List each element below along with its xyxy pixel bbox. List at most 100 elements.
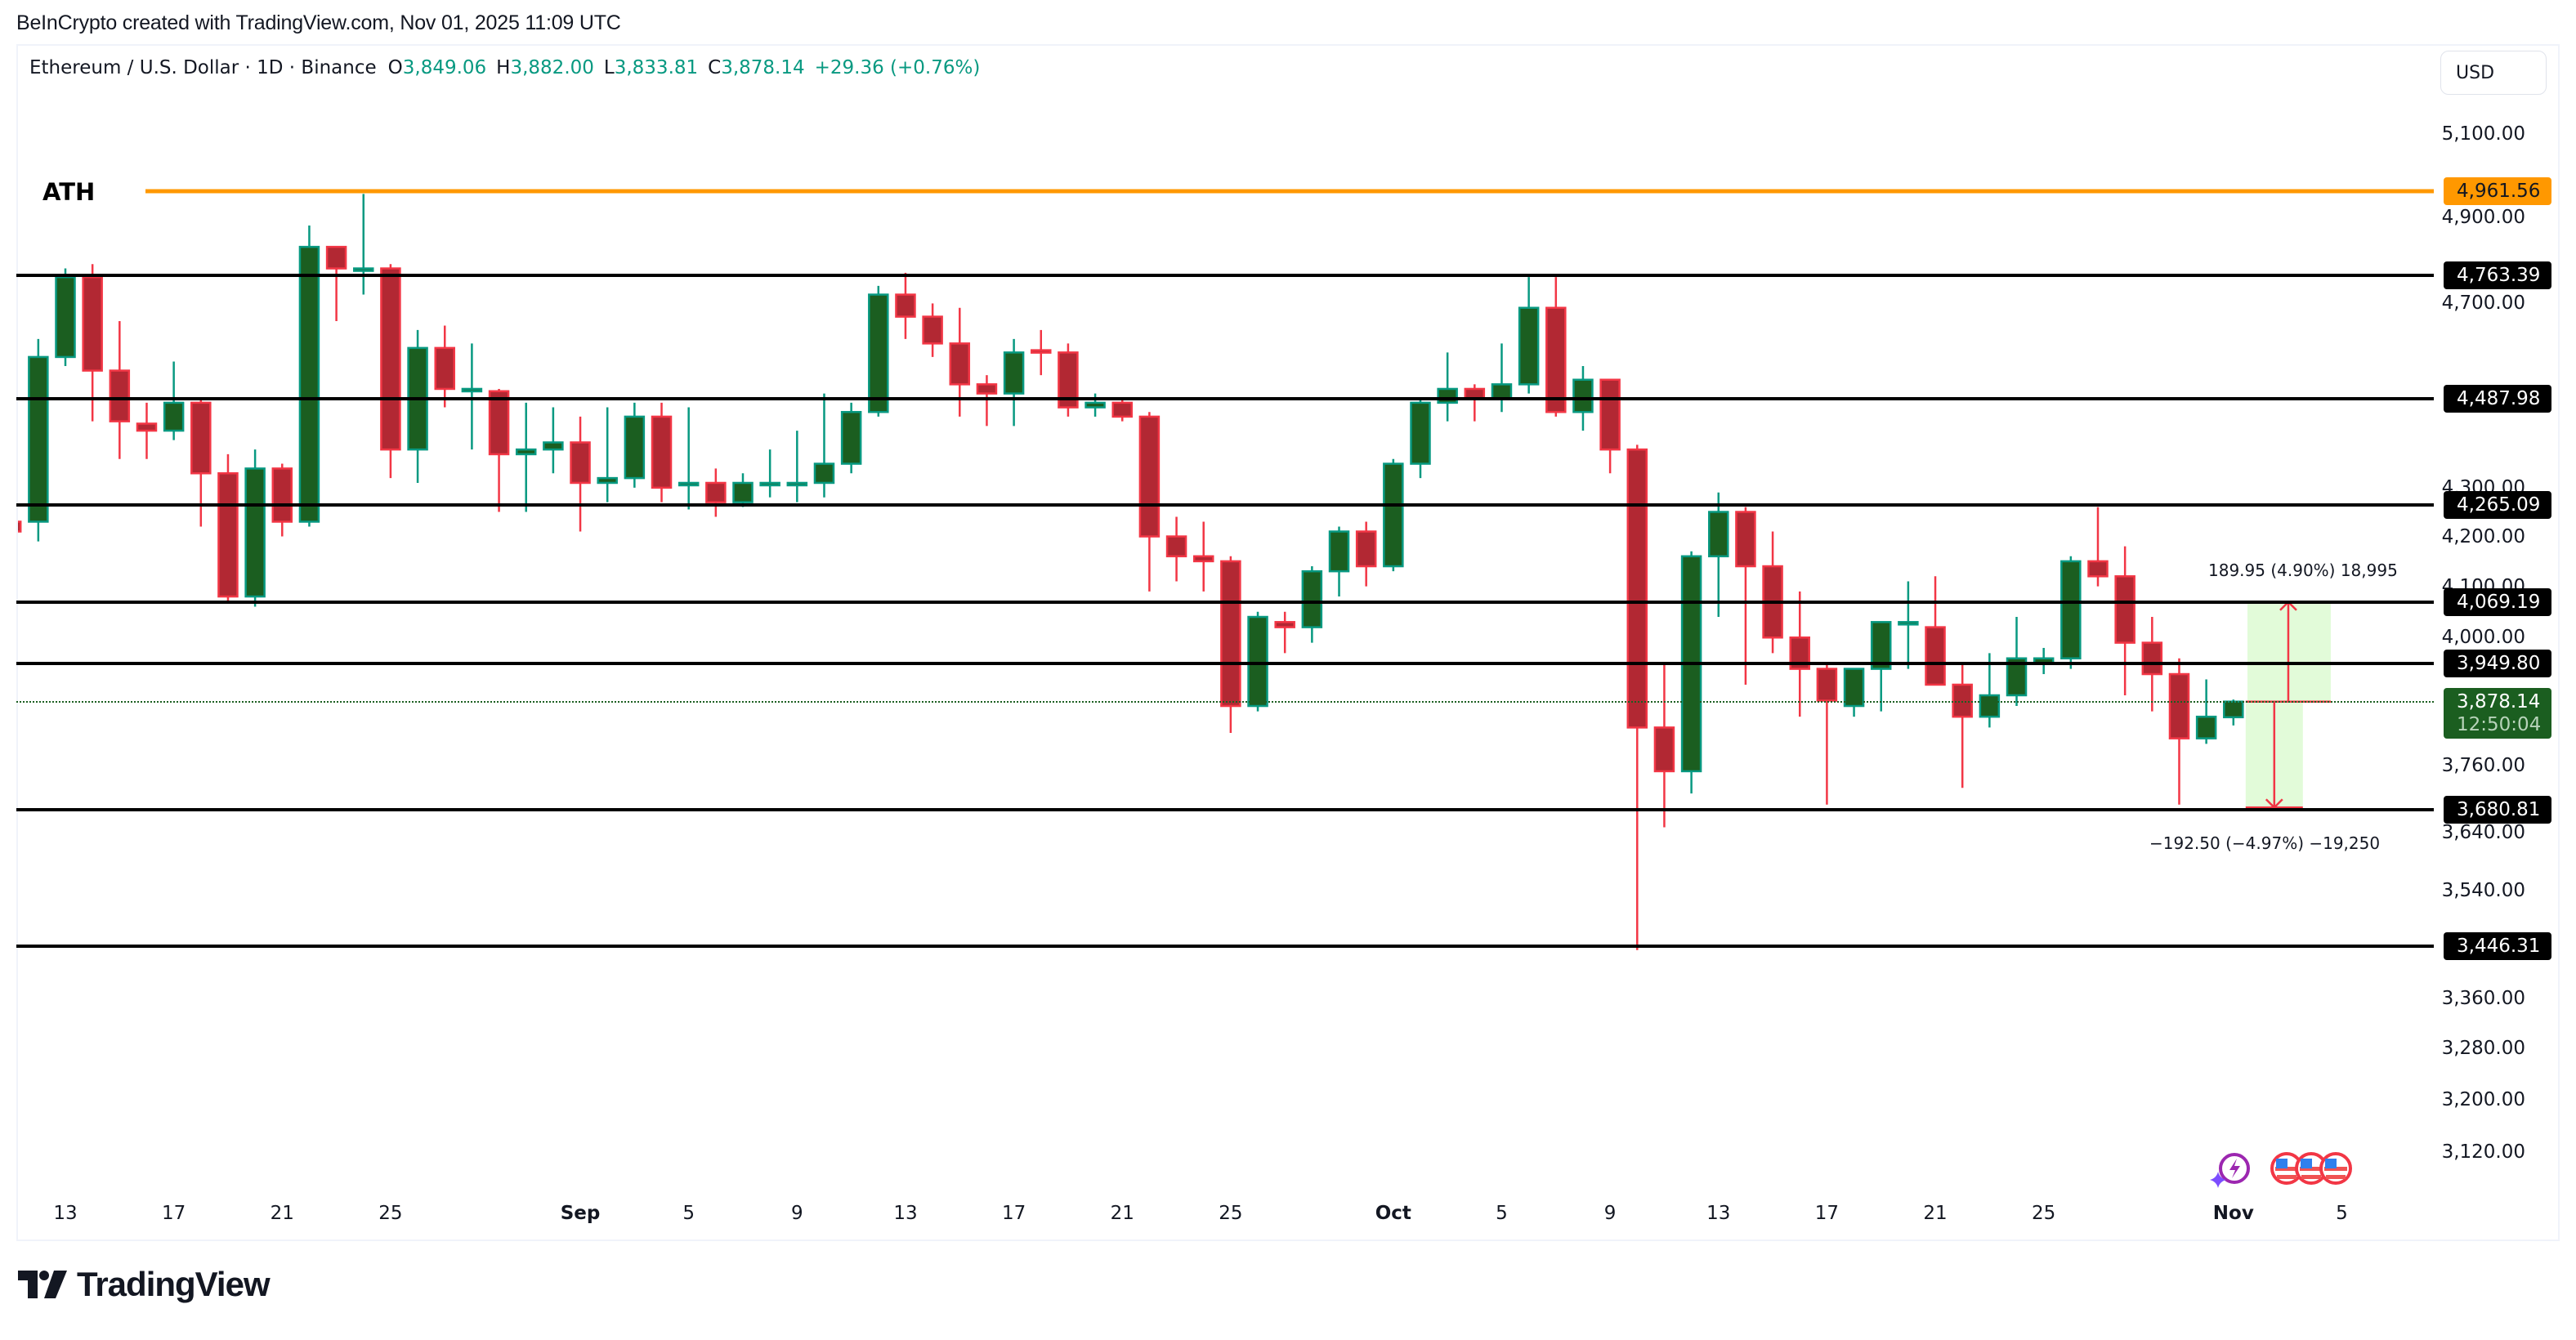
time-tick: 13 bbox=[53, 1203, 78, 1224]
candle[interactable] bbox=[1952, 663, 1973, 788]
candle[interactable] bbox=[1274, 611, 1295, 654]
candle[interactable] bbox=[1192, 521, 1214, 592]
candle[interactable] bbox=[2168, 658, 2190, 805]
currency-button[interactable]: USD bbox=[2440, 51, 2547, 95]
candle[interactable] bbox=[786, 431, 808, 502]
candle[interactable] bbox=[1355, 521, 1377, 587]
candle[interactable] bbox=[895, 272, 916, 339]
candle[interactable] bbox=[624, 402, 646, 488]
candle[interactable] bbox=[1518, 277, 1540, 394]
candle[interactable] bbox=[1599, 378, 1621, 474]
candle[interactable] bbox=[1165, 516, 1187, 582]
candle[interactable] bbox=[1383, 458, 1404, 572]
candle[interactable] bbox=[868, 285, 889, 417]
level-line[interactable] bbox=[16, 945, 2434, 949]
candle[interactable] bbox=[1653, 663, 1675, 828]
candle[interactable] bbox=[1708, 492, 1729, 618]
candle[interactable] bbox=[461, 343, 483, 450]
candle[interactable] bbox=[1301, 566, 1323, 643]
candle[interactable] bbox=[82, 264, 103, 422]
candle[interactable] bbox=[488, 388, 510, 512]
candle[interactable] bbox=[1003, 338, 1025, 427]
candle[interactable] bbox=[1843, 668, 1865, 717]
candle[interactable] bbox=[1789, 591, 1810, 717]
candle[interactable] bbox=[922, 303, 943, 357]
candle[interactable] bbox=[2087, 507, 2109, 587]
level-line[interactable] bbox=[16, 502, 2434, 507]
ath-line[interactable] bbox=[145, 189, 2434, 194]
candle[interactable] bbox=[28, 338, 49, 542]
price-tick: 4,000.00 bbox=[2441, 627, 2525, 649]
candle[interactable] bbox=[2223, 699, 2244, 726]
candle[interactable] bbox=[1680, 551, 1702, 794]
candle[interactable] bbox=[109, 321, 131, 459]
candle[interactable] bbox=[271, 463, 293, 537]
candle[interactable] bbox=[1762, 531, 1783, 654]
candle[interactable] bbox=[244, 449, 266, 607]
candle[interactable] bbox=[597, 407, 618, 502]
candle[interactable] bbox=[217, 453, 239, 602]
candle[interactable] bbox=[2006, 617, 2028, 707]
time-tick: 9 bbox=[790, 1203, 803, 1224]
candle[interactable] bbox=[1220, 556, 1241, 734]
candle[interactable] bbox=[407, 329, 428, 483]
candle[interactable] bbox=[515, 402, 537, 512]
candle[interactable] bbox=[1111, 398, 1133, 422]
candle[interactable] bbox=[732, 473, 754, 507]
candle[interactable] bbox=[1925, 576, 1946, 686]
candle[interactable] bbox=[651, 402, 673, 502]
candle[interactable] bbox=[1437, 352, 1458, 422]
candle[interactable] bbox=[705, 468, 727, 517]
candle[interactable] bbox=[2195, 679, 2217, 744]
candle[interactable] bbox=[1545, 277, 1567, 417]
candle[interactable] bbox=[1898, 581, 1919, 669]
candle[interactable] bbox=[840, 402, 862, 474]
candle[interactable] bbox=[1247, 611, 1268, 712]
candle[interactable] bbox=[1138, 412, 1161, 592]
candle[interactable] bbox=[190, 398, 212, 527]
us-flag-events-icon[interactable] bbox=[2270, 1150, 2360, 1191]
candle[interactable] bbox=[1979, 653, 2001, 728]
candle[interactable] bbox=[1464, 384, 1486, 422]
candle[interactable] bbox=[353, 194, 374, 295]
candle[interactable] bbox=[163, 361, 185, 440]
candle[interactable] bbox=[813, 393, 835, 498]
level-line[interactable] bbox=[16, 397, 2434, 401]
candle[interactable] bbox=[1058, 343, 1079, 417]
candle[interactable] bbox=[1085, 393, 1106, 417]
candle[interactable] bbox=[1491, 343, 1513, 413]
level-line[interactable] bbox=[16, 662, 2434, 666]
candle[interactable] bbox=[1870, 621, 1892, 712]
candle[interactable] bbox=[759, 449, 780, 498]
time-tick: 9 bbox=[1603, 1203, 1617, 1224]
candle[interactable] bbox=[2060, 556, 2082, 669]
candle[interactable] bbox=[325, 245, 347, 322]
candle[interactable] bbox=[2033, 647, 2055, 675]
candle[interactable] bbox=[1328, 526, 1350, 597]
candle[interactable] bbox=[1626, 444, 1648, 950]
candle[interactable] bbox=[1816, 663, 1838, 805]
candle[interactable] bbox=[434, 325, 455, 408]
chart-frame[interactable] bbox=[16, 44, 2560, 1241]
candle[interactable] bbox=[298, 226, 320, 527]
candle[interactable] bbox=[1735, 507, 1756, 685]
candle[interactable] bbox=[1031, 329, 1052, 376]
candle[interactable] bbox=[2141, 617, 2163, 712]
candle[interactable] bbox=[2, 473, 22, 536]
candle[interactable] bbox=[543, 407, 564, 474]
time-axis[interactable]: 13 17 21 25 Sep 5 9 13 17 21 25 Oct 5 9 13 17 21 25 Nov 5 bbox=[16, 1193, 2419, 1234]
candle[interactable] bbox=[380, 264, 401, 479]
candle[interactable] bbox=[678, 407, 700, 510]
level-line[interactable] bbox=[16, 808, 2434, 812]
candle[interactable] bbox=[136, 402, 158, 459]
candle[interactable] bbox=[55, 268, 76, 367]
candle[interactable] bbox=[570, 416, 591, 532]
candle[interactable] bbox=[2114, 546, 2135, 695]
candle[interactable] bbox=[1410, 398, 1431, 479]
tradingview-logo[interactable]: TradingView bbox=[18, 1265, 271, 1304]
level-line[interactable] bbox=[16, 600, 2434, 604]
level-line[interactable] bbox=[16, 274, 2434, 278]
ai-lightning-icon[interactable] bbox=[2207, 1150, 2256, 1191]
